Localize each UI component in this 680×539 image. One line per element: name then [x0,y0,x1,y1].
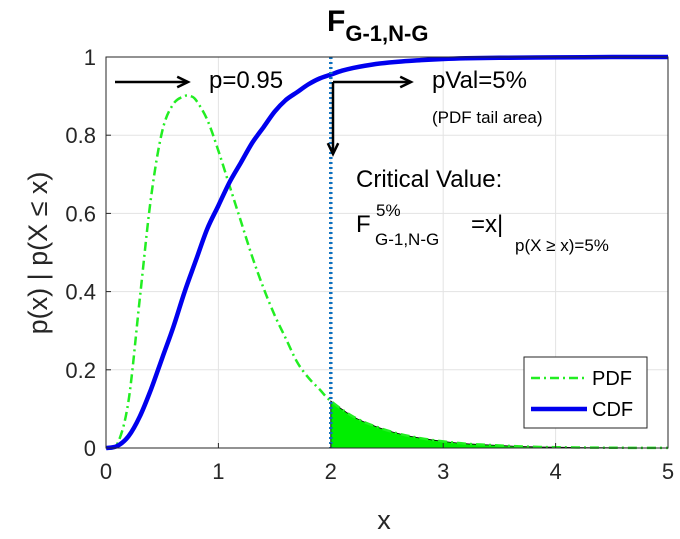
title-sub: G-1,N-G [345,21,428,46]
x-tick-label: 2 [325,459,337,484]
plot-border [105,56,669,449]
y-tick-label: 0.2 [65,358,96,383]
crit-eq: =x| [471,211,503,238]
pdf-series-line [105,94,669,450]
p-arrow [115,75,191,89]
chart-title: FG-1,N-G [327,5,428,46]
y-tick-label: 0.4 [65,280,96,305]
x-tick-label: 3 [437,459,449,484]
cdf-series-line [105,54,669,451]
critical-down-arrow [326,82,340,157]
y-axis-label: p(x) | p(X ≤ x) [23,172,53,335]
axis-ticks: 0 1 2 3 4 5 0 0.2 0.4 0.6 0.8 1 [65,45,674,484]
annotation-arrows [115,75,414,157]
x-axis-label: x [377,505,391,535]
x-tick-label: 0 [100,459,112,484]
x-tick-label: 1 [212,459,224,484]
critical-value-title: Critical Value: [356,166,502,193]
legend-cdf-label: CDF [592,399,633,421]
legend-box [523,356,648,429]
x-tick-label: 5 [662,459,674,484]
p-label: p=0.95 [209,67,283,94]
crit-f: F [356,211,371,238]
critical-value-formula: F 5% G-1,N-G =x| p(X ≥ x)=5% [356,201,609,255]
legend-pdf-label: PDF [592,368,632,390]
x-tick-label: 4 [549,459,561,484]
crit-sup: 5% [376,201,401,220]
title-main: F [327,5,345,38]
legend: PDF CDF [523,356,648,429]
y-tick-label: 1 [84,45,96,70]
crit-sub: G-1,N-G [375,230,439,249]
crit-cond: p(X ≥ x)=5% [515,236,609,255]
y-tick-label: 0.6 [65,201,96,226]
pval-note: (PDF tail area) [432,108,543,127]
y-tick-label: 0.8 [65,123,96,148]
y-tick-label: 0 [84,436,96,461]
pval-label: pVal=5% [432,67,527,94]
pval-arrow [333,75,414,89]
